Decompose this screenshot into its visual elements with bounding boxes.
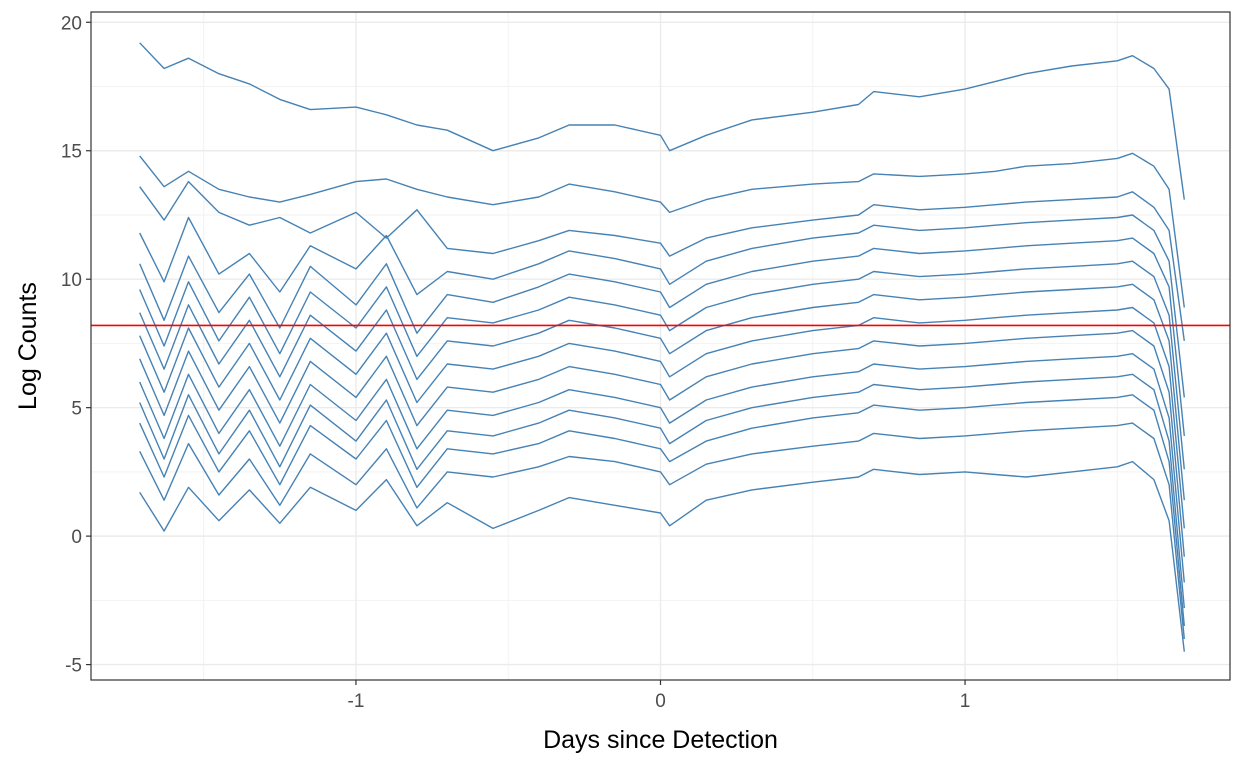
series-line-7	[139, 283, 1185, 501]
x-tick-label: 0	[655, 691, 666, 712]
x-tick-label: -1	[348, 691, 365, 712]
series-line-12	[139, 394, 1185, 627]
series-line-1	[139, 42, 1185, 200]
series-lines	[139, 42, 1185, 652]
series-line-11	[139, 373, 1185, 609]
series-line-10	[139, 353, 1185, 583]
y-tick-label: -5	[65, 656, 82, 677]
y-tick-label: 10	[61, 270, 82, 291]
y-tick-label: 0	[71, 527, 82, 548]
y-axis-title: Log Counts	[14, 282, 42, 410]
y-axis-ticks: -5 0 5 10 15 20	[61, 13, 91, 677]
series-line-8	[139, 306, 1185, 529]
x-axis-ticks: -1 0 1	[348, 680, 971, 712]
series-line-13	[139, 422, 1185, 639]
series-line-2	[139, 152, 1185, 308]
x-tick-label: 1	[960, 691, 971, 712]
x-axis-title: Days since Detection	[543, 726, 778, 754]
series-line-4	[139, 214, 1185, 398]
series-line-14	[139, 460, 1185, 652]
y-tick-label: 15	[61, 142, 82, 163]
series-line-3	[139, 180, 1185, 341]
series-line-5	[139, 237, 1185, 436]
y-tick-label: 5	[71, 399, 82, 420]
series-line-9	[139, 329, 1185, 557]
y-tick-label: 20	[61, 13, 82, 34]
series-line-6	[139, 260, 1185, 470]
